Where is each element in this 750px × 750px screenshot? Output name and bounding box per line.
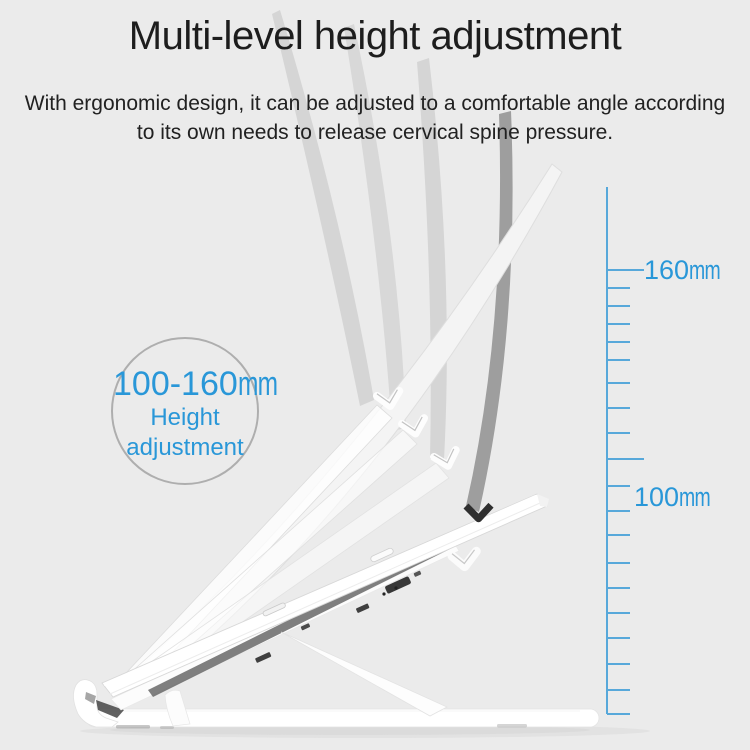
range-unit: mm bbox=[237, 365, 278, 403]
page-subtitle: With ergonomic design, it can be adjuste… bbox=[0, 89, 750, 147]
panel-lower-layer bbox=[110, 538, 460, 711]
latch-hook-icon bbox=[430, 446, 460, 470]
latch-hook-icon bbox=[373, 386, 404, 410]
ghost-stroke-4-dark bbox=[466, 111, 513, 512]
front-leg-arch bbox=[164, 689, 191, 727]
ghost-slab-3 bbox=[130, 462, 450, 691]
stand-base bbox=[73, 679, 600, 729]
height-range-callout: 100-160mm Height adjustment bbox=[111, 337, 278, 485]
latch-hook-dark-icon bbox=[463, 502, 494, 523]
panel-dark-edge bbox=[148, 530, 474, 697]
latch-hook-icon bbox=[398, 414, 429, 438]
ruler-label-unit: mm bbox=[689, 255, 721, 285]
ruler-label-unit: mm bbox=[679, 482, 711, 512]
page-title: Multi-level height adjustment bbox=[128, 14, 622, 58]
subtitle-line-2: to its own needs to release cervical spi… bbox=[136, 121, 614, 144]
callout-caption-line-1: Height bbox=[150, 404, 220, 431]
subtitle-line-1: With ergonomic design, it can be adjuste… bbox=[24, 92, 726, 115]
under-bracket-hook bbox=[447, 546, 481, 572]
callout-caption-line-2: adjustment bbox=[126, 434, 244, 461]
range-number: 100-160 bbox=[113, 365, 238, 403]
ruler-label-value: 160 bbox=[644, 255, 690, 285]
ghost-stroke-2 bbox=[344, 24, 406, 431]
ground-shadow bbox=[80, 724, 650, 738]
panel-hardware-details bbox=[255, 547, 422, 663]
front-lip bbox=[73, 679, 119, 728]
panel-top-layer bbox=[101, 493, 548, 698]
ruler-label-value: 100 bbox=[634, 482, 680, 512]
stand-top-panel bbox=[101, 493, 549, 727]
ruler-label-160mm: 160mm bbox=[644, 255, 721, 285]
ghost-stroke-1 bbox=[272, 10, 374, 406]
kickstand-leg bbox=[280, 631, 448, 717]
ruler-label-100mm: 100mm bbox=[634, 482, 711, 512]
height-range-value: 100-160mm bbox=[113, 365, 278, 403]
